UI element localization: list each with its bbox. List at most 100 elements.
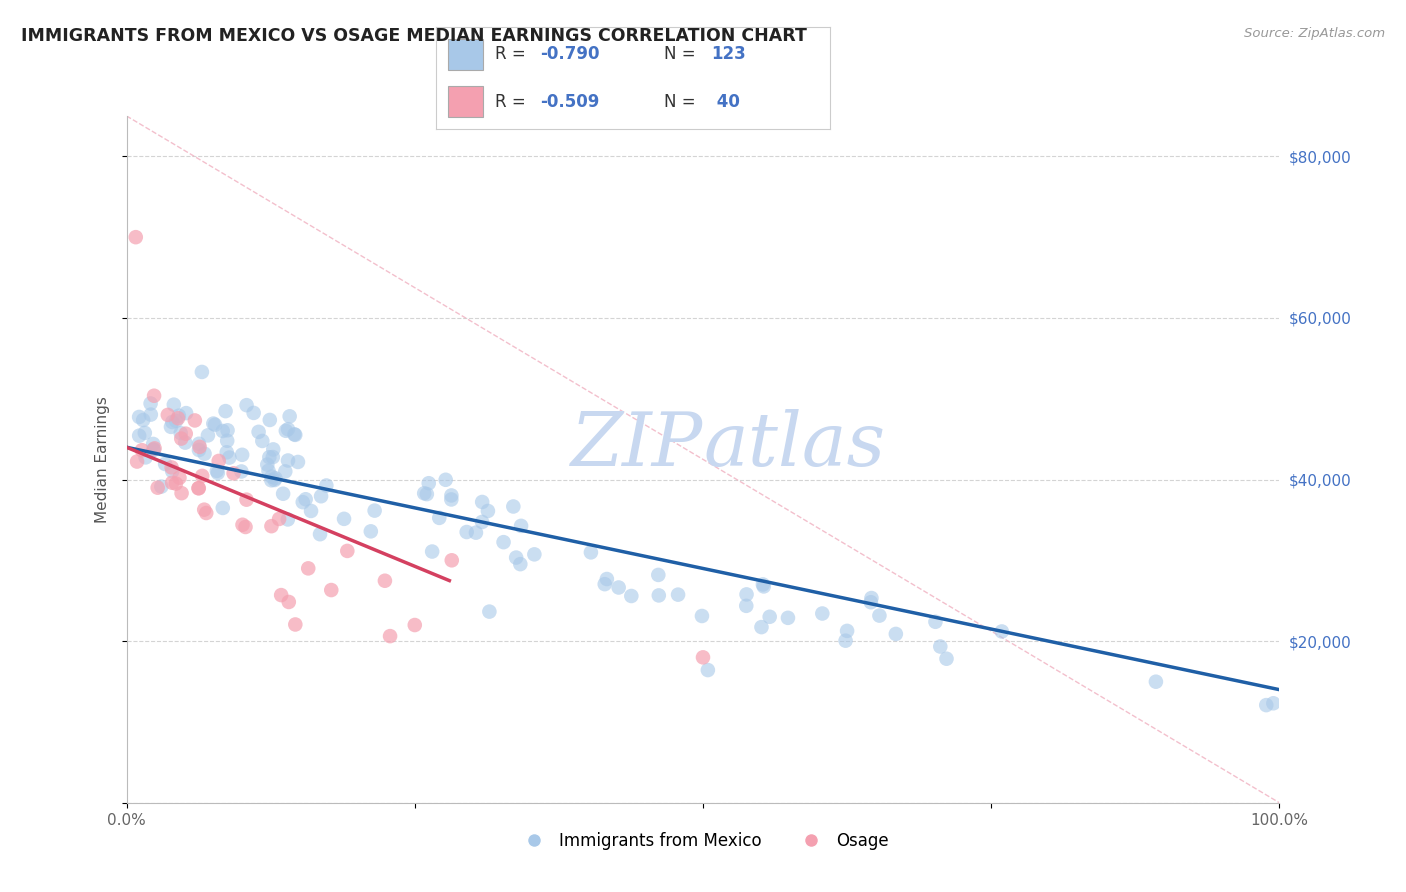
Immigrants from Mexico: [834, 633, 856, 648]
Immigrants from Mexico: [235, 398, 257, 412]
Immigrants from Mexico: [752, 577, 775, 591]
Immigrants from Mexico: [752, 579, 775, 593]
Immigrants from Mexico: [134, 425, 156, 440]
Osage: [378, 629, 401, 643]
Immigrants from Mexico: [505, 550, 527, 565]
Osage: [169, 471, 191, 485]
Immigrants from Mexico: [427, 511, 450, 525]
Osage: [131, 443, 153, 458]
Immigrants from Mexico: [413, 486, 436, 500]
Osage: [692, 650, 714, 665]
Immigrants from Mexico: [218, 450, 240, 465]
Immigrants from Mexico: [510, 519, 533, 533]
Immigrants from Mexico: [215, 445, 238, 459]
Immigrants from Mexico: [150, 480, 173, 494]
Osage: [270, 588, 292, 602]
Immigrants from Mexico: [596, 572, 619, 586]
Osage: [143, 442, 166, 456]
Osage: [188, 440, 211, 454]
Osage: [174, 426, 197, 441]
Immigrants from Mexico: [142, 437, 165, 451]
Text: R =: R =: [495, 45, 531, 63]
Immigrants from Mexico: [363, 503, 385, 517]
Immigrants from Mexico: [859, 595, 882, 609]
Osage: [193, 502, 215, 516]
Immigrants from Mexico: [929, 640, 952, 654]
Immigrants from Mexico: [167, 409, 190, 423]
Immigrants from Mexico: [271, 487, 294, 501]
Immigrants from Mexico: [696, 663, 718, 677]
Immigrants from Mexico: [202, 417, 225, 431]
Immigrants from Mexico: [776, 611, 799, 625]
Immigrants from Mexico: [735, 587, 758, 601]
Text: ZIP: ZIP: [571, 409, 703, 482]
Immigrants from Mexico: [274, 424, 297, 438]
Immigrants from Mexico: [284, 428, 307, 442]
Immigrants from Mexico: [278, 409, 301, 424]
Immigrants from Mexico: [434, 473, 457, 487]
Osage: [187, 481, 209, 495]
Immigrants from Mexico: [260, 469, 283, 483]
Osage: [284, 617, 307, 632]
Immigrants from Mexico: [174, 406, 197, 420]
Osage: [143, 389, 166, 403]
Immigrants from Mexico: [492, 535, 515, 549]
Immigrants from Mexico: [191, 365, 214, 379]
Immigrants from Mexico: [315, 478, 337, 492]
Osage: [170, 432, 193, 446]
Immigrants from Mexico: [128, 409, 150, 424]
Text: IMMIGRANTS FROM MEXICO VS OSAGE MEDIAN EARNINGS CORRELATION CHART: IMMIGRANTS FROM MEXICO VS OSAGE MEDIAN E…: [21, 27, 807, 45]
Immigrants from Mexico: [263, 473, 285, 487]
Immigrants from Mexico: [277, 453, 299, 467]
Immigrants from Mexico: [291, 495, 314, 509]
Text: 123: 123: [711, 45, 747, 63]
Osage: [160, 475, 183, 490]
Immigrants from Mexico: [440, 492, 463, 507]
Immigrants from Mexico: [471, 495, 494, 509]
Osage: [208, 454, 231, 468]
Immigrants from Mexico: [478, 605, 501, 619]
Immigrants from Mexico: [477, 504, 499, 518]
Immigrants from Mexico: [690, 609, 713, 624]
Osage: [277, 595, 299, 609]
Immigrants from Mexico: [135, 450, 157, 465]
Immigrants from Mexico: [217, 434, 239, 448]
Immigrants from Mexico: [153, 457, 176, 471]
Immigrants from Mexico: [262, 442, 284, 457]
Text: atlas: atlas: [703, 409, 886, 482]
Immigrants from Mexico: [231, 465, 253, 479]
Immigrants from Mexico: [193, 447, 215, 461]
Immigrants from Mexico: [294, 492, 316, 507]
Osage: [235, 492, 257, 507]
Immigrants from Mexico: [309, 489, 332, 503]
Text: -0.509: -0.509: [540, 93, 599, 111]
Immigrants from Mexico: [132, 413, 155, 427]
Immigrants from Mexico: [128, 428, 150, 442]
Immigrants from Mexico: [274, 464, 297, 478]
Osage: [222, 467, 245, 481]
Immigrants from Mexico: [509, 557, 531, 571]
Immigrants from Mexico: [860, 591, 883, 605]
Immigrants from Mexico: [333, 512, 356, 526]
Osage: [404, 618, 426, 632]
Immigrants from Mexico: [666, 588, 689, 602]
Immigrants from Mexico: [142, 442, 165, 457]
Immigrants from Mexico: [418, 476, 440, 491]
FancyBboxPatch shape: [447, 39, 484, 70]
Text: N =: N =: [664, 45, 702, 63]
Y-axis label: Median Earnings: Median Earnings: [94, 396, 110, 523]
Immigrants from Mexico: [991, 624, 1014, 639]
Immigrants from Mexico: [924, 615, 946, 629]
Immigrants from Mexico: [211, 500, 233, 515]
Immigrants from Mexico: [607, 581, 630, 595]
Text: Source: ZipAtlas.com: Source: ZipAtlas.com: [1244, 27, 1385, 40]
Immigrants from Mexico: [142, 442, 165, 457]
Osage: [336, 544, 359, 558]
Immigrants from Mexico: [256, 458, 278, 472]
Text: R =: R =: [495, 93, 531, 111]
Immigrants from Mexico: [163, 398, 186, 412]
Osage: [165, 476, 187, 491]
Immigrants from Mexico: [259, 413, 281, 427]
Immigrants from Mexico: [648, 589, 671, 603]
Osage: [191, 469, 214, 483]
